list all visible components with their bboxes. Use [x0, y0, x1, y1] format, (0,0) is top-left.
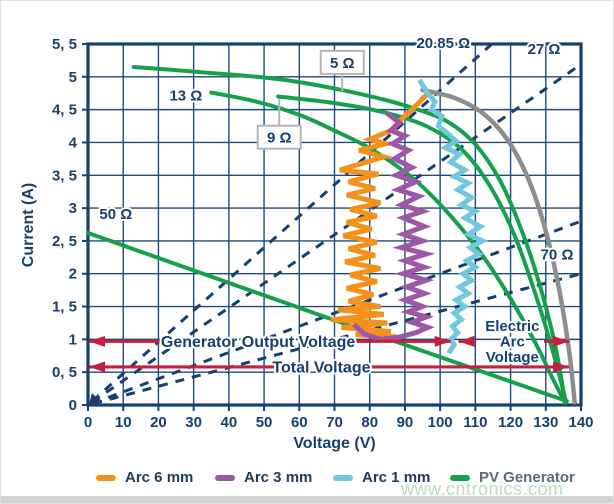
x-tick-label: 110	[463, 414, 487, 431]
arc-3mm-trace	[352, 111, 436, 342]
generator-output-voltage-arrow-left	[89, 335, 106, 347]
y-tick-label: 3	[69, 200, 77, 217]
y-tick-label: 5	[69, 69, 77, 86]
legend-item-arc-6mm: Arc 6 mm	[96, 469, 193, 486]
y-tick-label: 0	[69, 397, 77, 414]
total-voltage-text: Total Voltage	[272, 359, 370, 376]
x-tick-label: 120	[498, 414, 523, 431]
pv-generator-label: PV Generator	[479, 469, 575, 486]
y-tick-label: 2, 5	[52, 233, 77, 250]
y-tick-label: 4	[69, 134, 78, 151]
arc-3mm-label: Arc 3 mm	[244, 469, 313, 486]
label-5-ohm: 5 Ω	[330, 55, 355, 72]
electric-arc-voltage-arrow-right	[553, 335, 570, 347]
arc-1mm-trace	[417, 78, 488, 355]
electric-arc-voltage-text: Electric	[485, 318, 539, 335]
x-tick-label: 60	[291, 414, 308, 431]
y-tick-label: 4, 5	[52, 102, 77, 119]
x-tick-label: 100	[428, 414, 453, 431]
arc-6mm-swatch	[96, 474, 116, 481]
legend: Arc 6 mm Arc 3 mm Arc 1 mm PV Generator	[1, 469, 613, 493]
y-tick-label: 3, 5	[52, 167, 77, 184]
label-70-ohm: 70 Ω	[541, 247, 574, 264]
label-13-ohm: 13 Ω	[169, 88, 202, 105]
arc-1mm-swatch	[333, 474, 353, 481]
bottom-strip	[1, 496, 613, 503]
pv-curve-low	[86, 231, 569, 404]
x-tick-label: 130	[533, 414, 558, 431]
origin-arrow	[89, 393, 101, 404]
x-tick-label: 50	[256, 414, 273, 431]
y-axis-title: Current (A)	[20, 182, 37, 268]
arc-1mm-label: Arc 1 mm	[362, 469, 431, 486]
legend-item-arc-3mm: Arc 3 mm	[215, 469, 312, 486]
electric-arc-voltage-text: Voltage	[486, 349, 539, 366]
arc-3mm-swatch	[215, 474, 235, 481]
arc-6mm-label: Arc 6 mm	[125, 469, 194, 486]
watermark: www.cntronics.com	[401, 479, 564, 499]
x-tick-label: 0	[84, 414, 92, 431]
y-tick-label: 1, 5	[52, 299, 77, 316]
legend-item-pv-generator: PV Generator	[450, 469, 575, 486]
y-tick-label: 2	[69, 266, 77, 283]
arc-iv-gray-curve	[420, 87, 577, 405]
label-50-ohm: 50 Ω	[99, 206, 132, 223]
x-tick-label: 20	[150, 414, 167, 431]
pv-generator-swatch	[450, 474, 470, 481]
arc-6mm-trace	[330, 91, 430, 340]
label-27-ohm: 27 Ω	[528, 41, 561, 58]
y-tick-label: 5, 5	[52, 36, 77, 53]
pv-curve-1	[131, 65, 568, 404]
total-voltage-arrow-right	[553, 361, 570, 373]
x-tick-label: 140	[568, 414, 593, 431]
load-line-50	[91, 219, 582, 405]
pv-curve-3	[276, 94, 569, 405]
x-tick-label: 40	[221, 414, 238, 431]
electric-arc-voltage-arrow-left	[458, 335, 475, 347]
generator-output-voltage-arrow-right	[434, 335, 451, 347]
label-9-ohm-box	[256, 124, 302, 150]
x-tick-label: 70	[326, 414, 343, 431]
y-tick-label: 1	[69, 331, 77, 348]
electric-arc-voltage-text: Arc	[500, 333, 525, 350]
x-tick-label: 80	[361, 414, 378, 431]
x-axis-title: Voltage (V)	[293, 435, 376, 452]
legend-item-arc-1mm: Arc 1 mm	[333, 469, 430, 486]
label-5-ohm-box	[319, 49, 365, 75]
x-tick-label: 90	[397, 414, 414, 431]
y-tick-label: 0, 5	[52, 364, 77, 381]
pv-curve-2	[209, 90, 568, 405]
x-tick-label: 10	[115, 414, 132, 431]
total-voltage-arrow-left	[89, 361, 106, 373]
label-20.85-ohm: 20.85 Ω	[416, 35, 470, 52]
label-9-ohm: 9 Ω	[267, 130, 292, 147]
load-line-27	[91, 63, 582, 404]
x-tick-label: 30	[185, 414, 202, 431]
generator-output-voltage-text: Generator Output Voltage	[161, 334, 355, 351]
